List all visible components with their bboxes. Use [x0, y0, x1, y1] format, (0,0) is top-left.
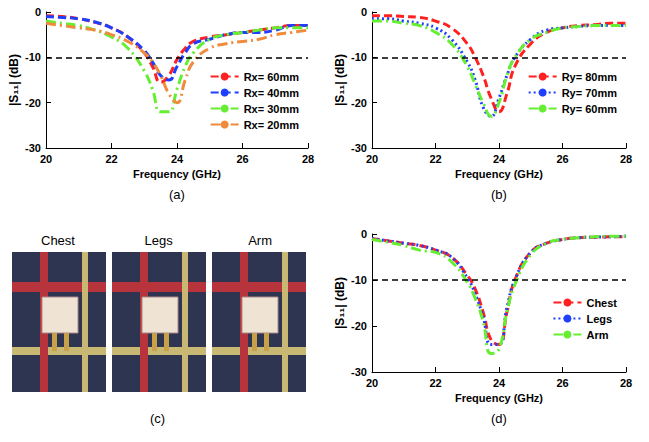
svg-text:Frequency (GHz): Frequency (GHz) — [133, 168, 221, 180]
svg-text:Ry= 60mm: Ry= 60mm — [562, 103, 618, 115]
svg-text:(a): (a) — [169, 187, 185, 202]
svg-text:26: 26 — [236, 153, 248, 165]
svg-text:Arm: Arm — [586, 329, 608, 341]
svg-text:Rx= 40mm: Rx= 40mm — [244, 87, 300, 99]
svg-text:-30: -30 — [351, 366, 367, 378]
svg-text:Rx= 20mm: Rx= 20mm — [244, 119, 300, 131]
svg-text:-20: -20 — [351, 320, 367, 332]
svg-text:22: 22 — [429, 377, 441, 389]
svg-text:Arm: Arm — [248, 233, 272, 248]
svg-text:22: 22 — [429, 153, 441, 165]
svg-text:Chest: Chest — [586, 297, 617, 309]
svg-text:Frequency (GHz): Frequency (GHz) — [455, 392, 543, 404]
svg-text:(c): (c) — [150, 411, 165, 426]
svg-text:28: 28 — [620, 153, 632, 165]
svg-text:22: 22 — [105, 153, 117, 165]
svg-text:24: 24 — [493, 153, 506, 165]
svg-text:24: 24 — [171, 153, 184, 165]
svg-text:-20: -20 — [25, 97, 41, 109]
svg-text:Frequency (GHz): Frequency (GHz) — [455, 168, 543, 180]
svg-text:Ry= 80mm: Ry= 80mm — [562, 71, 618, 83]
svg-text:|S₁₁| (dB): |S₁₁| (dB) — [333, 54, 347, 106]
svg-text:-30: -30 — [25, 142, 41, 154]
svg-text:Legs: Legs — [145, 233, 174, 248]
svg-text:-20: -20 — [351, 97, 367, 109]
svg-text:|S₁₁| (dB): |S₁₁| (dB) — [333, 277, 347, 329]
svg-text:-10: -10 — [25, 51, 41, 63]
svg-text:20: 20 — [40, 153, 52, 165]
svg-text:28: 28 — [302, 153, 314, 165]
svg-text:20: 20 — [366, 153, 378, 165]
svg-text:28: 28 — [620, 377, 632, 389]
svg-text:|S₁₁| (dB): |S₁₁| (dB) — [7, 54, 21, 106]
svg-text:0: 0 — [361, 228, 367, 240]
svg-text:(b): (b) — [491, 187, 507, 202]
svg-text:24: 24 — [493, 377, 506, 389]
svg-text:(d): (d) — [491, 411, 507, 426]
svg-text:26: 26 — [556, 153, 568, 165]
svg-text:0: 0 — [361, 6, 367, 18]
svg-text:-30: -30 — [351, 142, 367, 154]
svg-text:26: 26 — [556, 377, 568, 389]
svg-text:Chest: Chest — [41, 233, 75, 248]
svg-text:-10: -10 — [351, 51, 367, 63]
svg-text:Rx= 30mm: Rx= 30mm — [244, 103, 300, 115]
svg-text:Ry= 70mm: Ry= 70mm — [562, 87, 618, 99]
svg-text:0: 0 — [35, 6, 41, 18]
svg-text:20: 20 — [366, 377, 378, 389]
svg-text:-10: -10 — [351, 274, 367, 286]
svg-text:Legs: Legs — [586, 313, 612, 325]
svg-text:Rx= 60mm: Rx= 60mm — [244, 71, 300, 83]
